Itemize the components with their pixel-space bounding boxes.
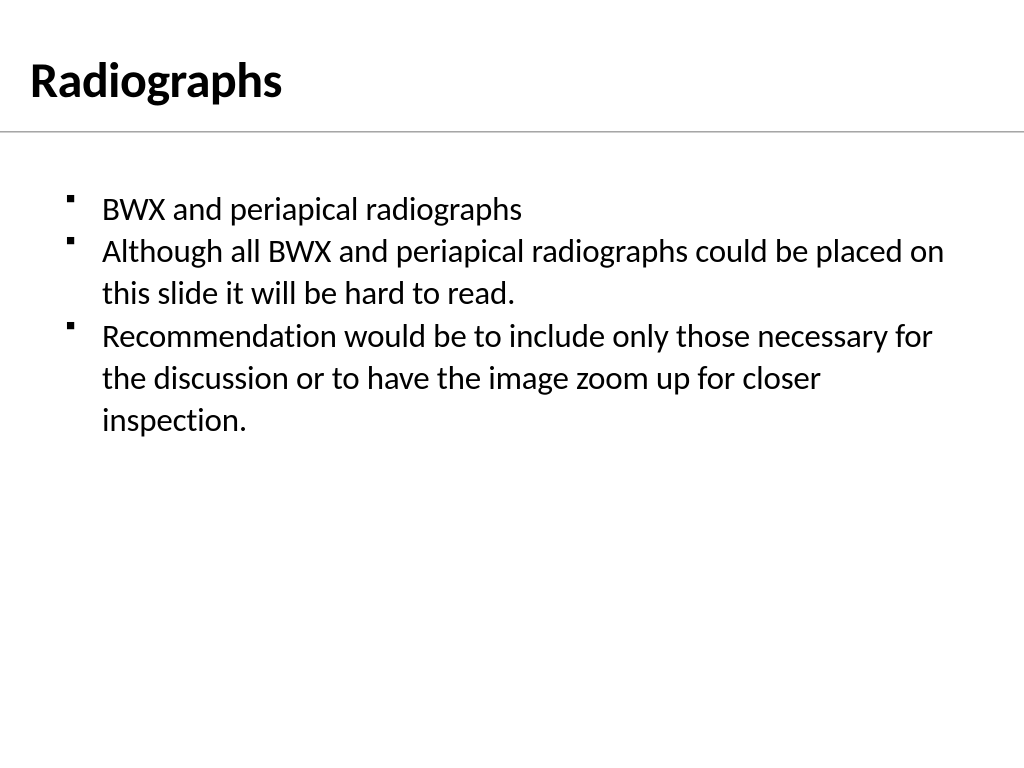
list-item: Recommendation would be to include only … — [60, 315, 964, 442]
slide-title: Radiographs — [0, 0, 1024, 131]
bullet-list: BWX and periapical radiographs Although … — [60, 188, 964, 441]
slide-container: Radiographs BWX and periapical radiograp… — [0, 0, 1024, 768]
list-item: Although all BWX and periapical radiogra… — [60, 230, 964, 314]
list-item: BWX and periapical radiographs — [60, 188, 964, 230]
slide-body: BWX and periapical radiographs Although … — [0, 133, 1024, 441]
